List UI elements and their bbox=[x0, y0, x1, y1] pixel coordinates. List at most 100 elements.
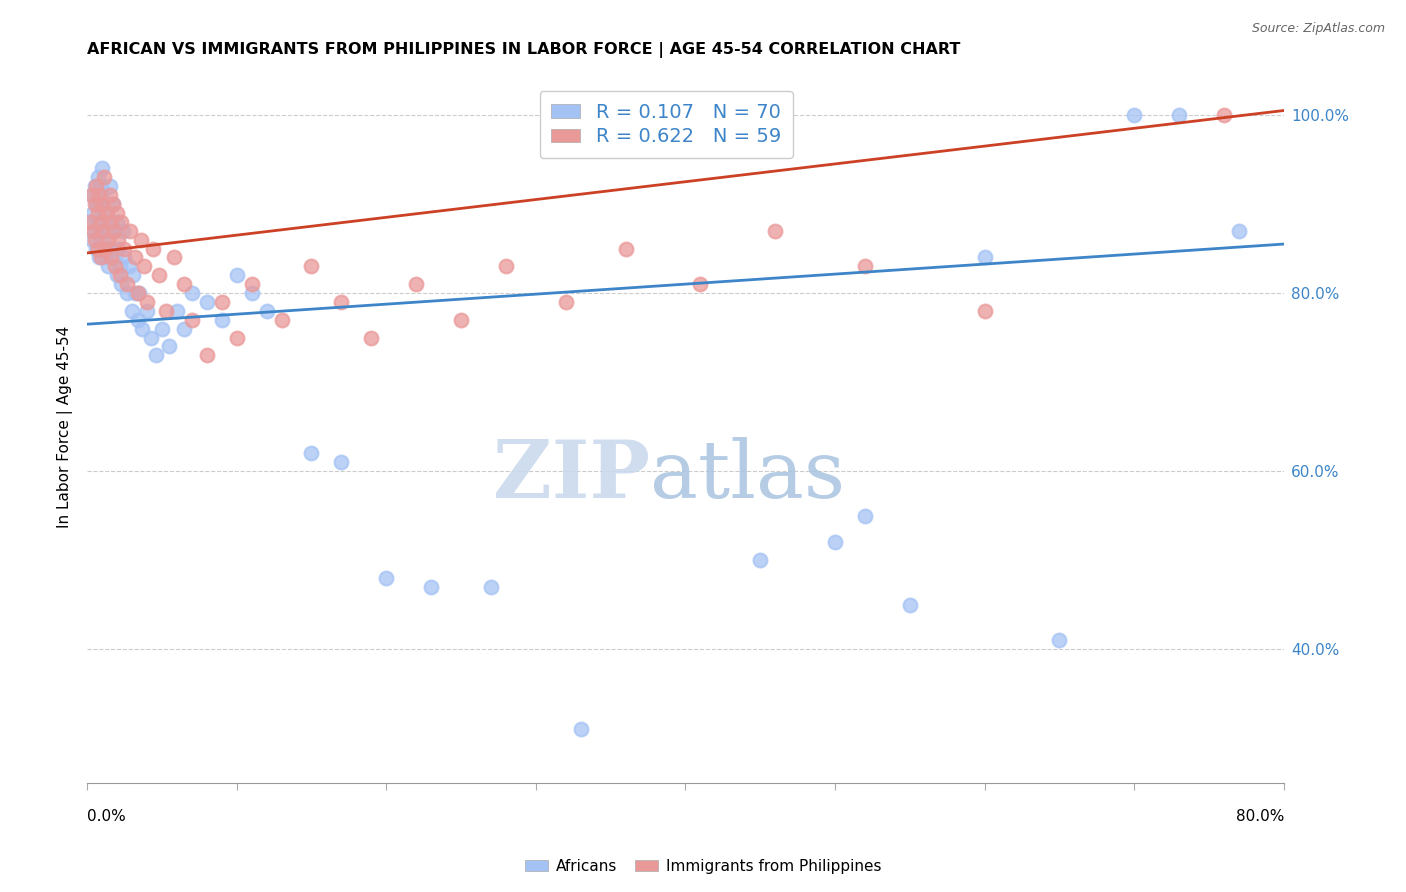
Point bbox=[173, 277, 195, 292]
Point bbox=[163, 251, 186, 265]
Point bbox=[120, 224, 142, 238]
Point bbox=[479, 580, 502, 594]
Point bbox=[135, 294, 157, 309]
Point bbox=[86, 170, 108, 185]
Point bbox=[166, 303, 188, 318]
Point bbox=[330, 455, 353, 469]
Point bbox=[79, 215, 101, 229]
Point bbox=[84, 197, 107, 211]
Point bbox=[105, 215, 128, 229]
Point bbox=[104, 260, 127, 274]
Point bbox=[100, 251, 122, 265]
Point bbox=[101, 197, 124, 211]
Point bbox=[79, 215, 101, 229]
Point bbox=[87, 197, 110, 211]
Point bbox=[103, 224, 125, 238]
Point bbox=[96, 206, 118, 220]
Point bbox=[973, 251, 995, 265]
Point bbox=[108, 268, 131, 283]
Point bbox=[98, 188, 121, 202]
Point bbox=[86, 206, 108, 220]
Point bbox=[131, 321, 153, 335]
Point bbox=[110, 277, 132, 292]
Point bbox=[104, 224, 127, 238]
Point bbox=[91, 224, 114, 238]
Point bbox=[90, 179, 112, 194]
Point bbox=[91, 197, 114, 211]
Point bbox=[91, 233, 114, 247]
Point bbox=[90, 224, 112, 238]
Point bbox=[114, 251, 136, 265]
Point bbox=[80, 233, 103, 247]
Point bbox=[142, 242, 165, 256]
Point bbox=[83, 197, 105, 211]
Point bbox=[94, 242, 117, 256]
Point bbox=[117, 285, 139, 300]
Point bbox=[82, 206, 104, 220]
Text: atlas: atlas bbox=[650, 437, 845, 516]
Point bbox=[360, 330, 382, 344]
Point bbox=[689, 277, 711, 292]
Point bbox=[495, 260, 517, 274]
Point bbox=[83, 179, 105, 194]
Point bbox=[87, 251, 110, 265]
Legend: R = 0.107   N = 70, R = 0.622   N = 59: R = 0.107 N = 70, R = 0.622 N = 59 bbox=[540, 91, 793, 158]
Point bbox=[127, 285, 149, 300]
Text: Source: ZipAtlas.com: Source: ZipAtlas.com bbox=[1251, 22, 1385, 36]
Point bbox=[82, 224, 104, 238]
Point bbox=[101, 197, 124, 211]
Point bbox=[83, 233, 105, 247]
Point bbox=[122, 268, 145, 283]
Point bbox=[94, 206, 117, 220]
Point bbox=[420, 580, 443, 594]
Point bbox=[91, 161, 114, 176]
Point bbox=[157, 339, 180, 353]
Point bbox=[90, 251, 112, 265]
Point bbox=[97, 233, 120, 247]
Y-axis label: In Labor Force | Age 45-54: In Labor Force | Age 45-54 bbox=[58, 326, 73, 528]
Point bbox=[105, 268, 128, 283]
Point bbox=[84, 242, 107, 256]
Point bbox=[853, 508, 876, 523]
Text: 80.0%: 80.0% bbox=[1236, 809, 1284, 824]
Point bbox=[155, 303, 177, 318]
Text: AFRICAN VS IMMIGRANTS FROM PHILIPPINES IN LABOR FORCE | AGE 45-54 CORRELATION CH: AFRICAN VS IMMIGRANTS FROM PHILIPPINES I… bbox=[87, 42, 960, 58]
Point bbox=[211, 294, 233, 309]
Point bbox=[80, 188, 103, 202]
Point bbox=[132, 260, 155, 274]
Point bbox=[1049, 633, 1071, 648]
Point bbox=[148, 268, 170, 283]
Point bbox=[240, 277, 263, 292]
Point bbox=[105, 206, 128, 220]
Point bbox=[124, 251, 146, 265]
Point bbox=[330, 294, 353, 309]
Point bbox=[90, 215, 112, 229]
Point bbox=[853, 260, 876, 274]
Point bbox=[86, 242, 108, 256]
Point bbox=[110, 215, 132, 229]
Point bbox=[614, 242, 637, 256]
Point bbox=[97, 260, 120, 274]
Point bbox=[1123, 108, 1146, 122]
Point bbox=[141, 330, 163, 344]
Point bbox=[450, 312, 472, 326]
Point bbox=[124, 285, 146, 300]
Point bbox=[91, 188, 114, 202]
Legend: Africans, Immigrants from Philippines: Africans, Immigrants from Philippines bbox=[519, 853, 887, 880]
Point bbox=[107, 233, 129, 247]
Point bbox=[375, 571, 398, 585]
Point bbox=[145, 348, 167, 362]
Point bbox=[86, 215, 108, 229]
Point bbox=[1168, 108, 1191, 122]
Point bbox=[763, 224, 786, 238]
Point bbox=[554, 294, 576, 309]
Text: ZIP: ZIP bbox=[492, 437, 650, 516]
Point bbox=[225, 268, 247, 283]
Point bbox=[111, 224, 134, 238]
Text: 0.0%: 0.0% bbox=[87, 809, 125, 824]
Point bbox=[1213, 108, 1236, 122]
Point bbox=[84, 179, 107, 194]
Point bbox=[93, 170, 115, 185]
Point bbox=[195, 294, 218, 309]
Point bbox=[270, 312, 292, 326]
